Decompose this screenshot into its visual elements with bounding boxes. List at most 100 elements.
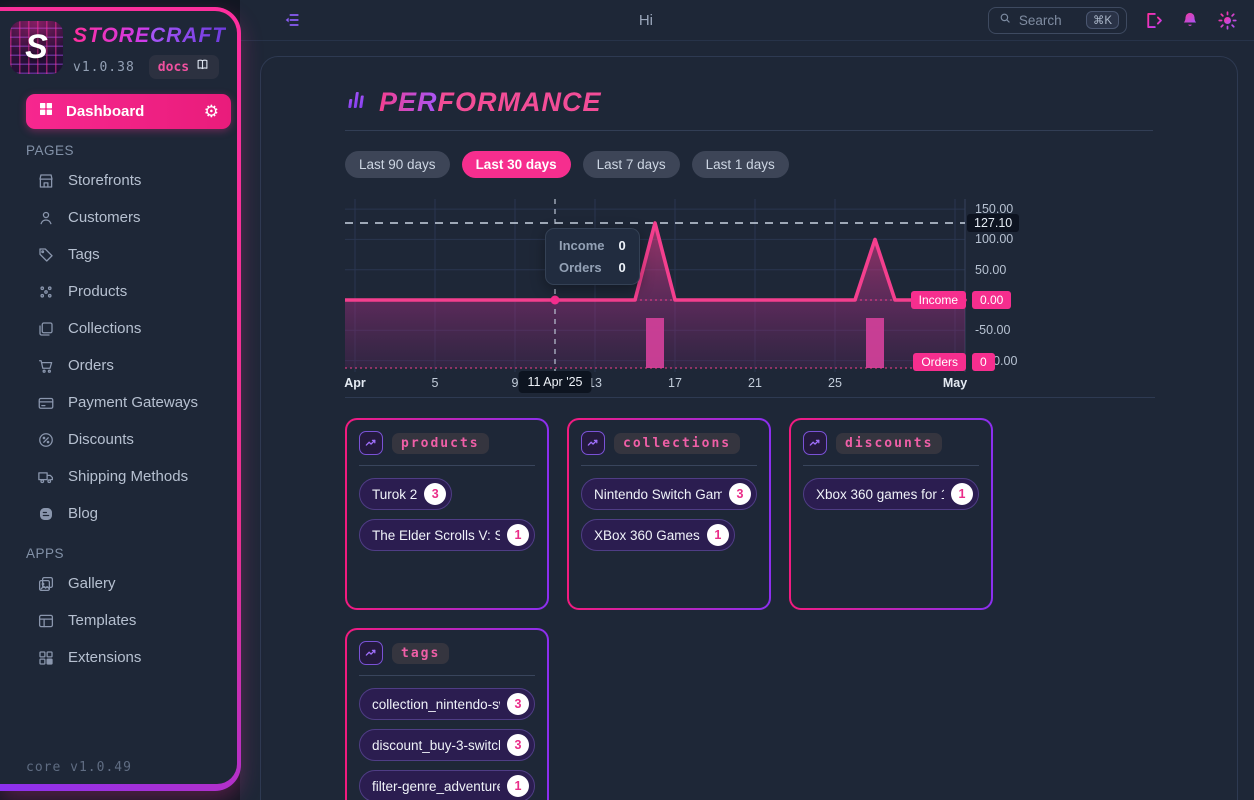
stat-cards: products Turok 2 3 The Elder Scrolls V: Sk 1… xyxy=(345,418,1155,800)
max-value-label: 127.10 xyxy=(967,214,1020,232)
card-title: collections xyxy=(614,432,741,454)
item-pill[interactable]: Nintendo Switch Game 3 xyxy=(581,478,757,510)
item-pill[interactable]: collection_nintendo-sw 3 xyxy=(359,688,535,720)
sidebar-item-templates[interactable]: Templates xyxy=(0,602,237,639)
sidebar-item-shipping-methods[interactable]: Shipping Methods xyxy=(0,458,237,495)
tag-icon xyxy=(36,245,55,264)
item-pill-text: collection_nintendo-sw xyxy=(372,696,500,712)
card-body: Xbox 360 games for 10 1 xyxy=(803,466,979,510)
topbar-actions: ⌘K xyxy=(987,6,1238,34)
x-axis-label: 21 xyxy=(748,376,762,390)
item-pill[interactable]: discount_buy-3-switch 3 xyxy=(359,729,535,761)
theme-sun-icon[interactable] xyxy=(1216,9,1238,31)
sidebar-item-label: Customers xyxy=(68,209,141,226)
y-axis-label: -50.00 xyxy=(975,323,1011,338)
sidebar: S STORECRAFT v1.0.38 docs xyxy=(0,7,241,791)
trend-up-icon xyxy=(581,431,605,455)
series-marker-income: Income xyxy=(345,291,966,309)
y-axis-label: 100.00 xyxy=(975,232,1014,247)
filter-last-90-days[interactable]: Last 90 days xyxy=(345,151,450,178)
stat-card-collections: collections Nintendo Switch Game 3 XBox 360… xyxy=(567,418,771,610)
sidebar-collapse-icon[interactable] xyxy=(280,8,304,32)
card-header: collections xyxy=(581,431,757,466)
series-marker-label: Income xyxy=(910,291,966,309)
sidebar-item-label: Products xyxy=(68,283,128,300)
item-pill[interactable]: The Elder Scrolls V: Sk 1 xyxy=(359,519,535,551)
item-count-badge: 1 xyxy=(507,775,529,797)
gear-icon[interactable]: ⚙ xyxy=(203,102,219,121)
sidebar-item-storefronts[interactable]: Storefronts xyxy=(0,162,237,199)
item-pill-text: XBox 360 Games xyxy=(594,527,700,543)
card-body: Nintendo Switch Game 3 XBox 360 Games 1 xyxy=(581,466,757,551)
storefront-icon xyxy=(36,171,55,190)
search-input[interactable] xyxy=(1018,12,1079,28)
sidebar-item-label: Storefronts xyxy=(68,172,142,189)
bar-chart-icon xyxy=(345,88,369,117)
core-version: core v1.0.49 xyxy=(26,760,132,775)
card-title: products xyxy=(392,432,489,454)
docs-badge[interactable]: docs xyxy=(148,55,220,79)
filter-last-30-days[interactable]: Last 30 days xyxy=(461,151,571,178)
search-shortcut-kbd: ⌘K xyxy=(1085,11,1119,29)
item-pill[interactable]: Turok 2 3 xyxy=(359,478,453,510)
item-pill[interactable]: XBox 360 Games 1 xyxy=(581,519,735,551)
sidebar-item-orders[interactable]: Orders xyxy=(0,347,237,384)
search-box[interactable]: ⌘K xyxy=(987,6,1127,34)
sidebar-item-label: Tags xyxy=(68,246,100,263)
performance-panel: PERFORMANCE Last 90 days Last 30 days Last… xyxy=(260,56,1238,800)
series-marker-orders: Orders xyxy=(345,352,966,371)
title-divider xyxy=(345,130,1153,131)
notifications-bell-icon[interactable] xyxy=(1179,9,1201,31)
item-count-badge: 1 xyxy=(951,483,973,505)
sidebar-item-blog[interactable]: Blog xyxy=(0,495,237,532)
payment-icon xyxy=(36,393,55,412)
card-title: discounts xyxy=(836,432,943,454)
sidebar-item-dashboard[interactable]: Dashboard ⚙ xyxy=(26,94,231,129)
tooltip-row: Orders 0 xyxy=(559,260,626,275)
item-pill-text: discount_buy-3-switch xyxy=(372,737,500,753)
item-count-badge: 3 xyxy=(507,734,529,756)
x-axis-label: 13 xyxy=(588,376,602,390)
item-pill-text: The Elder Scrolls V: Sk xyxy=(372,527,500,543)
collections-icon xyxy=(36,319,55,338)
brand-name: STORECRAFT xyxy=(73,24,227,47)
sidebar-item-products[interactable]: Products xyxy=(0,273,237,310)
topbar: Hi ⌘K xyxy=(240,0,1254,41)
item-pill-text: Nintendo Switch Game xyxy=(594,486,722,502)
chart-tooltip: Income 0 Orders 0 xyxy=(545,228,640,285)
sidebar-item-discounts[interactable]: Discounts xyxy=(0,421,237,458)
performance-chart: 150.00 100.00 50.00 -50.00 -100.00 127.10 Inco… xyxy=(344,195,1155,398)
series-marker-label: Orders xyxy=(913,352,966,371)
sidebar-item-collections[interactable]: Collections xyxy=(0,310,237,347)
item-count-badge: 3 xyxy=(424,483,447,505)
extensions-icon xyxy=(36,648,55,667)
sidebar-item-payment-gateways[interactable]: Payment Gateways xyxy=(0,384,237,421)
sidebar-item-customers[interactable]: Customers xyxy=(0,199,237,236)
x-axis-label: 17 xyxy=(668,376,682,390)
gallery-icon xyxy=(36,574,55,593)
filter-last-7-days[interactable]: Last 7 days xyxy=(582,151,680,178)
card-header: products xyxy=(359,431,535,466)
sidebar-item-tags[interactable]: Tags xyxy=(0,236,237,273)
filter-last-1-days[interactable]: Last 1 days xyxy=(691,151,789,178)
item-pill[interactable]: filter-genre_adventure 1 xyxy=(359,770,535,800)
item-pill-text: Xbox 360 games for 10 xyxy=(816,486,944,502)
sidebar-item-extensions[interactable]: Extensions xyxy=(0,639,237,676)
logout-icon[interactable] xyxy=(1142,9,1164,31)
tooltip-series-value: 0 xyxy=(618,238,626,253)
stat-card-tags: tags collection_nintendo-sw 3 discount_buy-… xyxy=(345,628,549,800)
dashboard-grid-icon xyxy=(38,101,54,122)
customers-icon xyxy=(36,208,55,227)
x-axis-label: 25 xyxy=(828,376,842,390)
search-icon xyxy=(998,11,1012,30)
storecraft-logo[interactable]: S xyxy=(10,21,63,74)
item-count-badge: 1 xyxy=(507,524,529,546)
x-axis-label: Apr xyxy=(344,376,366,390)
section-title-pages: PAGES xyxy=(26,143,75,158)
item-pill[interactable]: Xbox 360 games for 10 1 xyxy=(803,478,979,510)
sidebar-item-gallery[interactable]: Gallery xyxy=(0,565,237,602)
tooltip-series-label: Income xyxy=(559,238,605,253)
tooltip-series-value: 0 xyxy=(618,260,626,275)
sidebar-item-label: Extensions xyxy=(68,649,142,666)
trend-up-icon xyxy=(359,431,383,455)
